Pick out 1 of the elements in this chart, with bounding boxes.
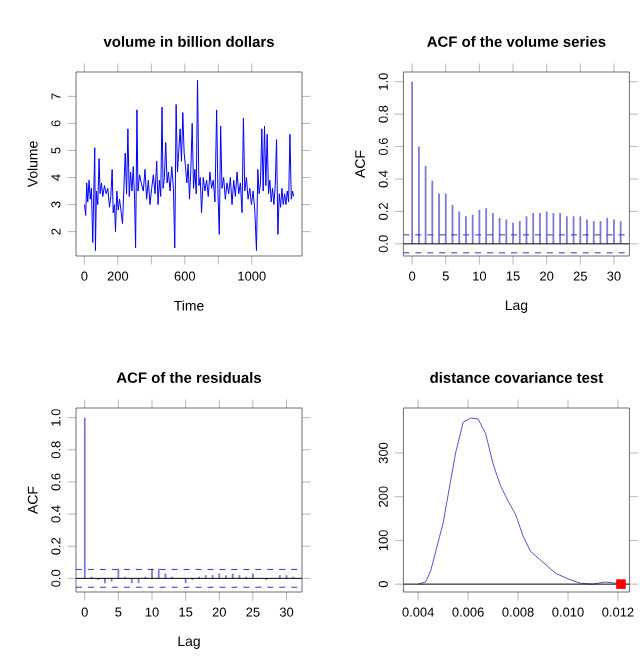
line-series — [84, 79, 295, 252]
